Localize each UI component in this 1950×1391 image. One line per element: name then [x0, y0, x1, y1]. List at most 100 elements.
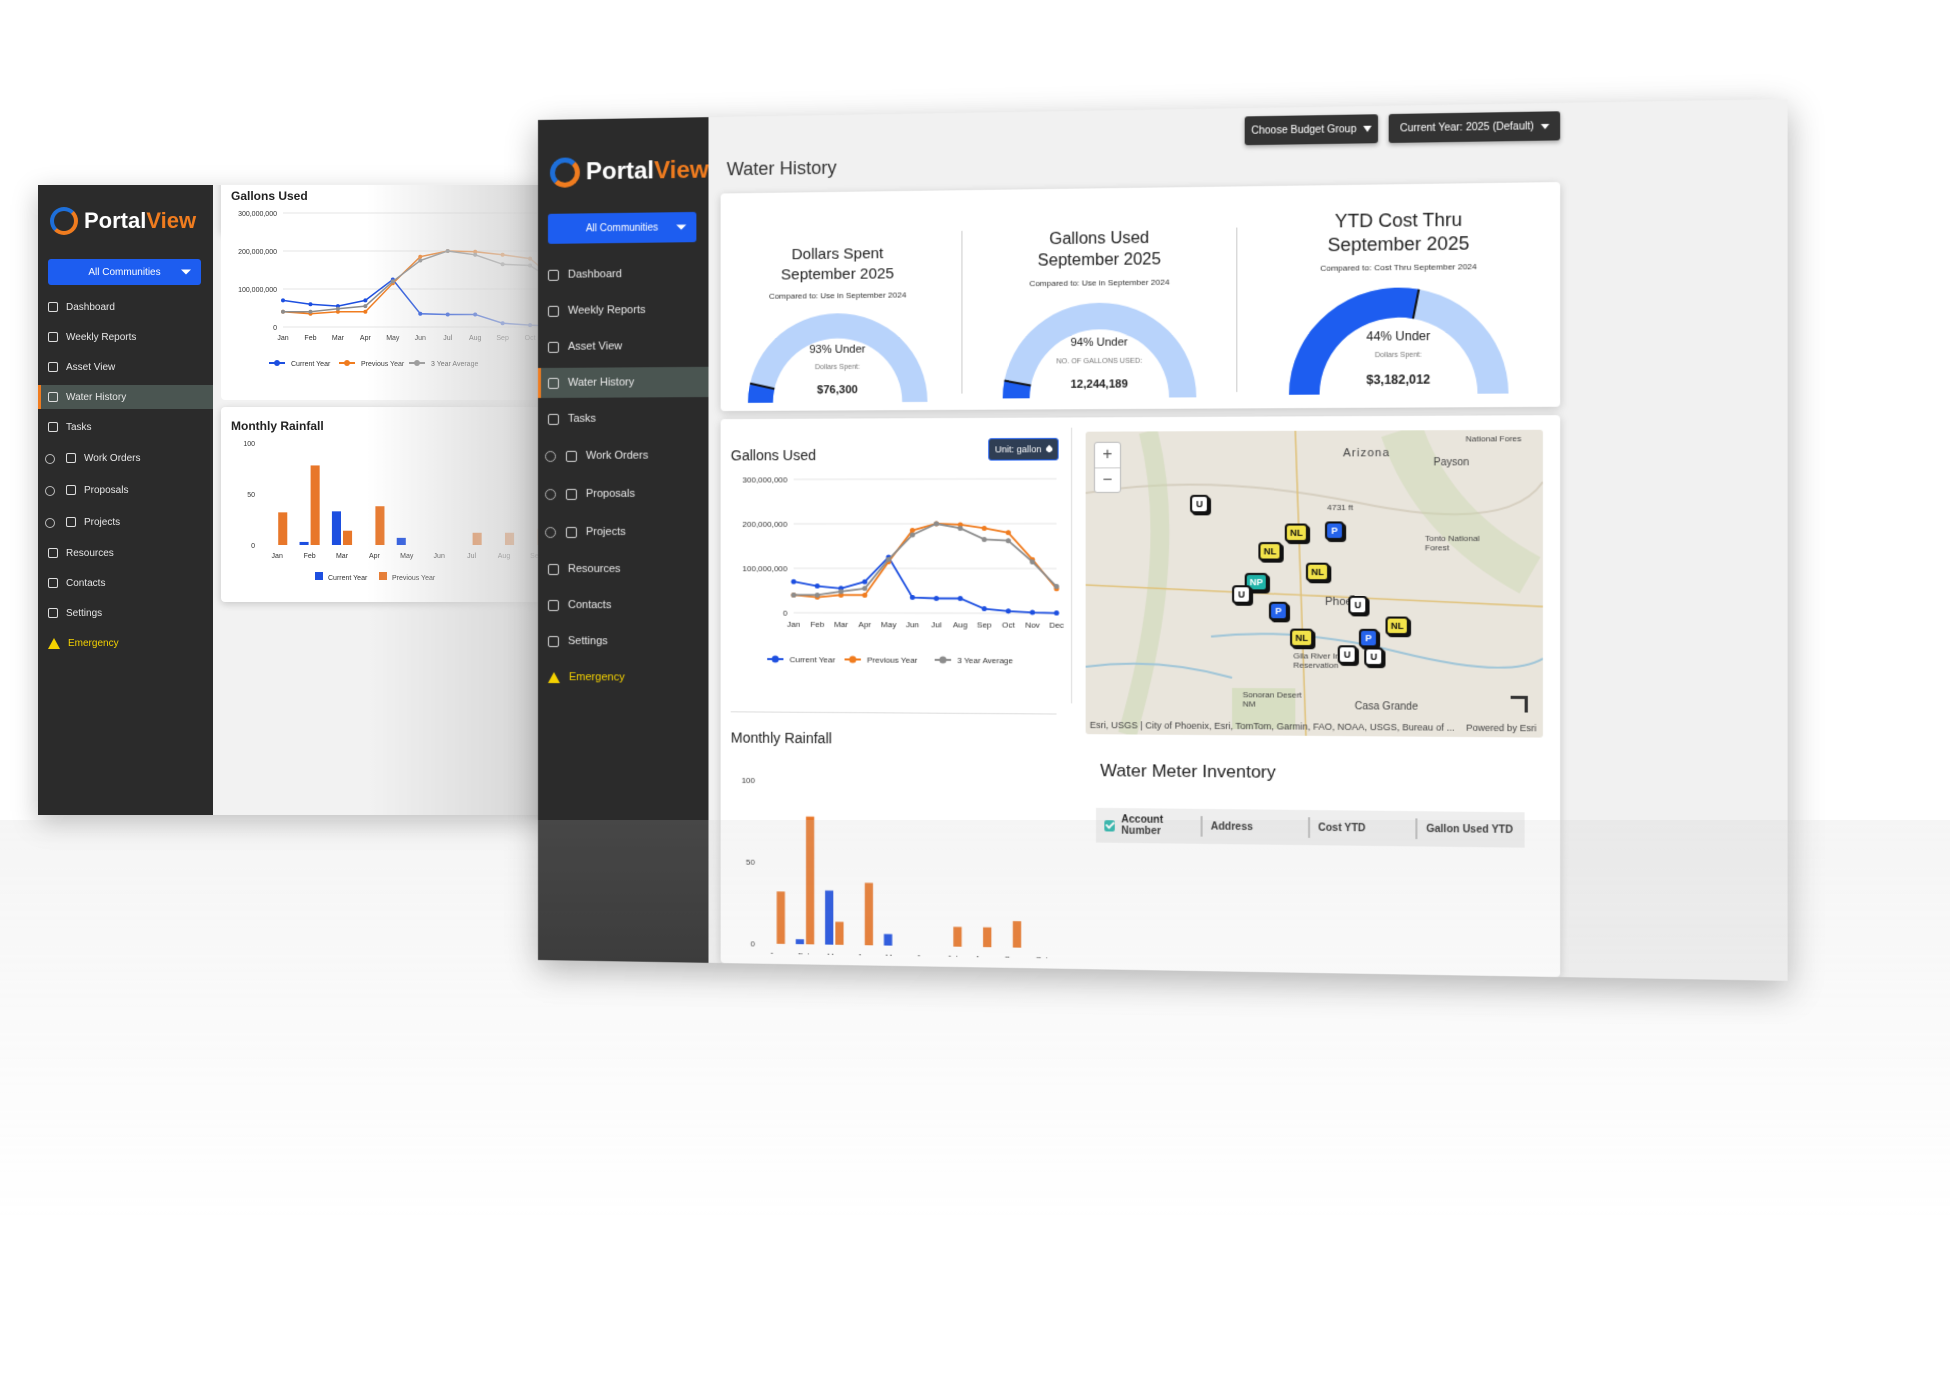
map-marker[interactable]: P	[1324, 521, 1345, 540]
front-community-selector[interactable]: All Communities	[547, 211, 697, 244]
logo-view-text: View	[654, 156, 709, 185]
nav-item-tasks[interactable]: Tasks	[38, 415, 213, 439]
nav-item-settings[interactable]: Settings	[538, 626, 709, 657]
zoom-out-button[interactable]: −	[1094, 467, 1120, 492]
unit-gallon-button[interactable]: Unit: gallon	[988, 437, 1059, 461]
x-tick-label: Oct	[525, 335, 536, 342]
map-marker[interactable]: NL	[1385, 616, 1409, 636]
legend-label[interactable]: Current Year	[790, 655, 836, 664]
data-point	[528, 263, 533, 268]
inventory-table-header: Account Number Address Cost YTD Gallon U…	[1096, 807, 1525, 848]
map-marker[interactable]: NL	[1284, 523, 1309, 543]
data-point	[862, 585, 868, 591]
nav-item-weekly-reports[interactable]: Weekly Reports	[38, 325, 213, 349]
nav-item-proposals[interactable]: Proposals	[38, 477, 213, 503]
legend-label[interactable]: 3 Year Average	[431, 361, 478, 368]
choose-budget-group-button[interactable]: Choose Budget Group	[1244, 114, 1379, 146]
nav-item-settings[interactable]: Settings	[38, 601, 213, 625]
gridline	[794, 613, 1057, 614]
col-gallon-used-ytd[interactable]: Gallon Used YTD	[1415, 818, 1525, 841]
data-point	[909, 532, 916, 538]
nav-item-emergency[interactable]: Emergency	[38, 631, 213, 655]
nav-item-tasks[interactable]: Tasks	[538, 403, 709, 434]
data-point	[814, 592, 820, 598]
data-point	[445, 249, 450, 253]
legend-label[interactable]: Previous Year	[361, 361, 405, 368]
col-address[interactable]: Address	[1200, 816, 1308, 838]
nav-item-label: Settings	[567, 635, 608, 648]
legend-label[interactable]: 3 Year Average	[957, 656, 1013, 665]
legend-label[interactable]: Current Year	[328, 575, 368, 582]
nav-item-water-history[interactable]: Water History	[38, 385, 213, 409]
data-point	[957, 595, 963, 601]
bar	[983, 927, 992, 948]
current-year-button[interactable]: Current Year: 2025 (Default)	[1388, 111, 1561, 144]
divider	[730, 711, 1057, 715]
nav-item-work-orders[interactable]: Work Orders	[38, 445, 213, 471]
map-label: Tonto National Forest	[1424, 533, 1480, 553]
select-all-checkbox[interactable]	[1104, 819, 1116, 832]
nav-item-dashboard[interactable]: Dashboard	[38, 295, 213, 319]
nav-item-asset-view[interactable]: Asset View	[538, 331, 709, 362]
col-account-number[interactable]: Account Number	[1096, 814, 1200, 837]
legend-marker	[771, 655, 779, 663]
col-cost-ytd[interactable]: Cost YTD	[1307, 817, 1416, 840]
gauge-fill	[747, 383, 775, 403]
year-button-label: Current Year: 2025 (Default)	[1399, 120, 1534, 135]
bar	[278, 512, 288, 545]
map-marker[interactable]: NL	[1258, 542, 1282, 561]
legend-marker	[344, 360, 350, 366]
map-marker[interactable]: U	[1337, 645, 1357, 664]
nav-item-resources[interactable]: Resources	[538, 554, 709, 584]
nav-item-asset-view[interactable]: Asset View	[38, 355, 213, 379]
asset-map[interactable]: + − Arizona Payson National Fores 4731 f…	[1085, 429, 1543, 738]
nav-item-work-orders[interactable]: Work Orders	[538, 439, 709, 472]
x-tick-label: Dec	[1049, 621, 1064, 630]
nav-item-label: Settings	[66, 607, 103, 619]
nav-item-weekly-reports[interactable]: Weekly Reports	[538, 294, 709, 326]
map-marker[interactable]: U	[1232, 585, 1252, 604]
data-point	[390, 279, 395, 284]
grid-icon	[547, 413, 559, 425]
kpi-gauge	[746, 312, 928, 403]
map-marker[interactable]: NL	[1305, 562, 1330, 582]
zoom-in-button[interactable]: +	[1102, 445, 1113, 464]
x-tick-label: Jan	[272, 553, 283, 560]
map-marker[interactable]: U	[1364, 647, 1384, 667]
back-community-selector[interactable]: All Communities	[48, 259, 201, 285]
map-marker[interactable]: U	[1348, 595, 1368, 615]
caret-down-icon	[181, 269, 191, 275]
expand-icon[interactable]	[1510, 695, 1528, 713]
nav-item-projects[interactable]: Projects	[38, 509, 213, 535]
nav-item-projects[interactable]: Projects	[538, 516, 709, 548]
nav-item-proposals[interactable]: Proposals	[538, 478, 709, 510]
nav-item-contacts[interactable]: Contacts	[538, 590, 709, 621]
legend-label[interactable]: Previous Year	[867, 655, 918, 664]
logo-view-text: View	[146, 208, 197, 233]
map-marker[interactable]: U	[1190, 494, 1209, 514]
nav-item-label: Projects	[585, 525, 626, 538]
nav-item-label: Asset View	[567, 340, 623, 353]
y-tick-label: 0	[783, 609, 788, 618]
nav-item-contacts[interactable]: Contacts	[38, 571, 213, 595]
legend-label[interactable]: Current Year	[291, 361, 331, 368]
nav-item-emergency[interactable]: Emergency	[538, 662, 709, 693]
x-tick-label: Mar	[336, 553, 349, 560]
nav-item-dashboard[interactable]: Dashboard	[538, 258, 709, 290]
legend-marker	[414, 360, 420, 366]
map-marker[interactable]: NL	[1290, 628, 1314, 648]
map-marker[interactable]: P	[1268, 601, 1288, 621]
map-label: 4731 ft	[1327, 502, 1354, 513]
nav-item-label: Work Orders	[84, 452, 141, 464]
back-gallons-card: Gallons Used 0 100,000,000 200,000,000 300,…	[221, 185, 591, 400]
nav-item-water-history[interactable]: Water History	[538, 366, 709, 398]
page-title: Water History	[726, 157, 837, 180]
map-marker[interactable]: P	[1358, 628, 1379, 648]
data-point	[933, 521, 939, 527]
legend-label[interactable]: Previous Year	[392, 575, 436, 582]
kpi-gallons-used: Gallons Used September 2025 Compared to:…	[970, 187, 1230, 437]
bar	[472, 532, 482, 545]
inventory-title: Water Meter Inventory	[1100, 760, 1276, 782]
monthly-rainfall-title: Monthly Rainfall	[730, 729, 832, 747]
nav-item-resources[interactable]: Resources	[38, 541, 213, 565]
